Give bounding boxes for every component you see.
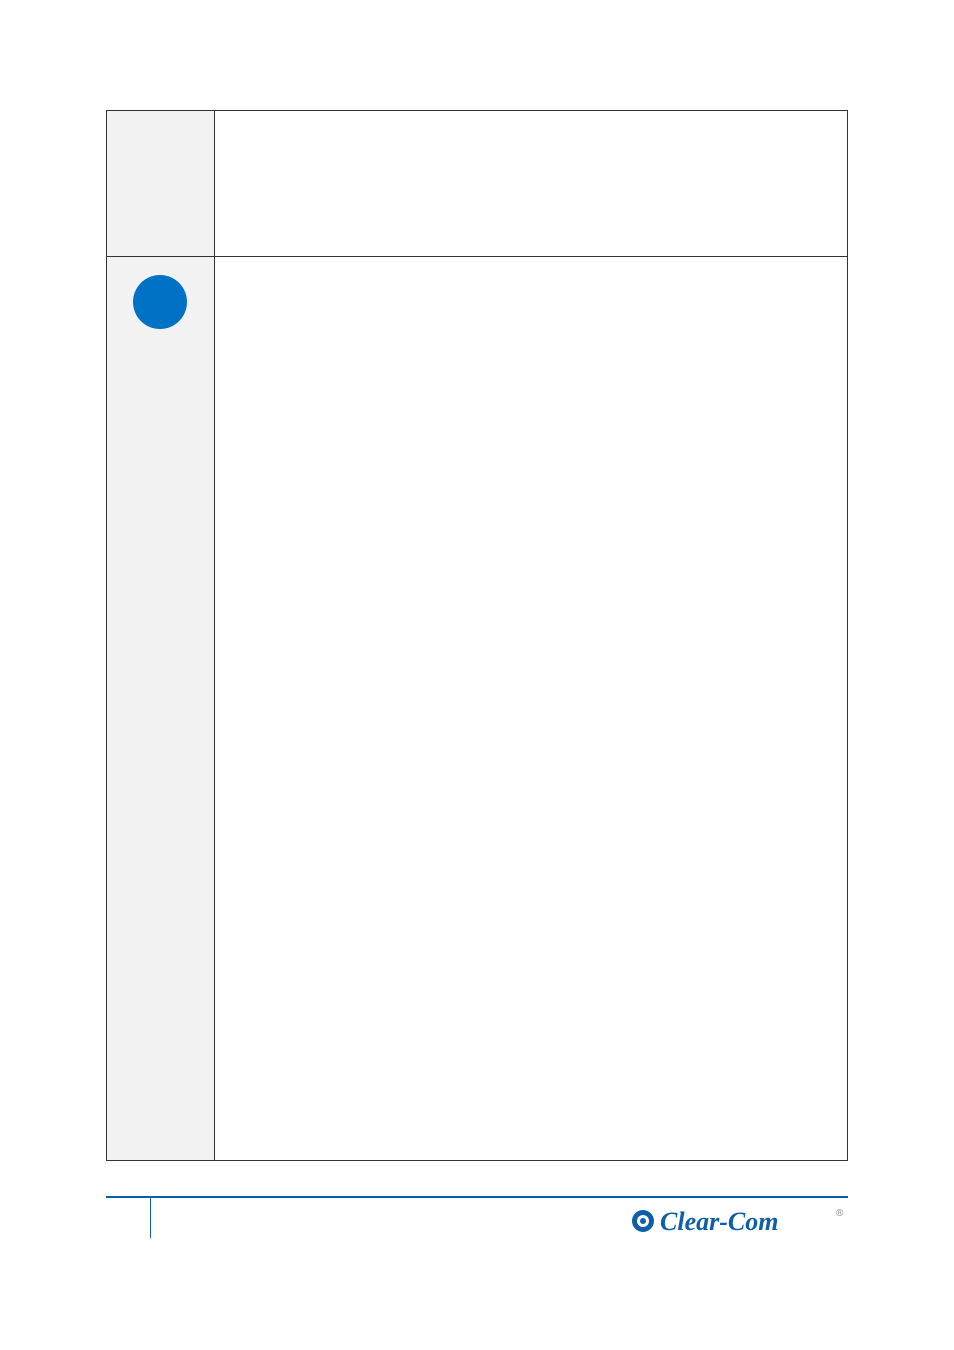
body-left-cell bbox=[107, 257, 215, 1161]
table-body-row bbox=[107, 257, 848, 1161]
logo-icon bbox=[632, 1210, 654, 1232]
footer-tick bbox=[150, 1196, 151, 1238]
document-page: Clear-Com ® bbox=[0, 0, 954, 1350]
logo-text: Clear-Com bbox=[660, 1207, 778, 1236]
body-right-cell bbox=[214, 257, 847, 1161]
clearcom-logo-svg: Clear-Com ® bbox=[630, 1204, 848, 1238]
footer-rule bbox=[106, 1196, 848, 1198]
logo-trademark: ® bbox=[836, 1208, 844, 1219]
header-right-cell bbox=[214, 111, 847, 257]
table-header-row bbox=[107, 111, 848, 257]
content-table bbox=[106, 110, 848, 1161]
blue-circle-marker bbox=[133, 275, 187, 329]
header-left-cell bbox=[107, 111, 215, 257]
clearcom-logo: Clear-Com ® bbox=[630, 1204, 848, 1238]
